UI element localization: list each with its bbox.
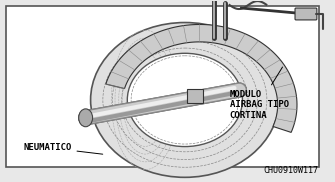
Ellipse shape — [90, 23, 279, 177]
FancyBboxPatch shape — [295, 8, 317, 20]
Ellipse shape — [79, 109, 92, 127]
Text: NEUMATICO: NEUMATICO — [23, 143, 103, 154]
Polygon shape — [106, 24, 297, 132]
FancyBboxPatch shape — [187, 89, 203, 103]
Ellipse shape — [127, 53, 243, 147]
Text: CHU0910W117: CHU0910W117 — [264, 166, 319, 175]
Text: CABLE: CABLE — [0, 181, 1, 182]
Text: MODULO
AIRBAG TIPO
CORTINA: MODULO AIRBAG TIPO CORTINA — [229, 67, 289, 120]
FancyBboxPatch shape — [6, 6, 319, 167]
